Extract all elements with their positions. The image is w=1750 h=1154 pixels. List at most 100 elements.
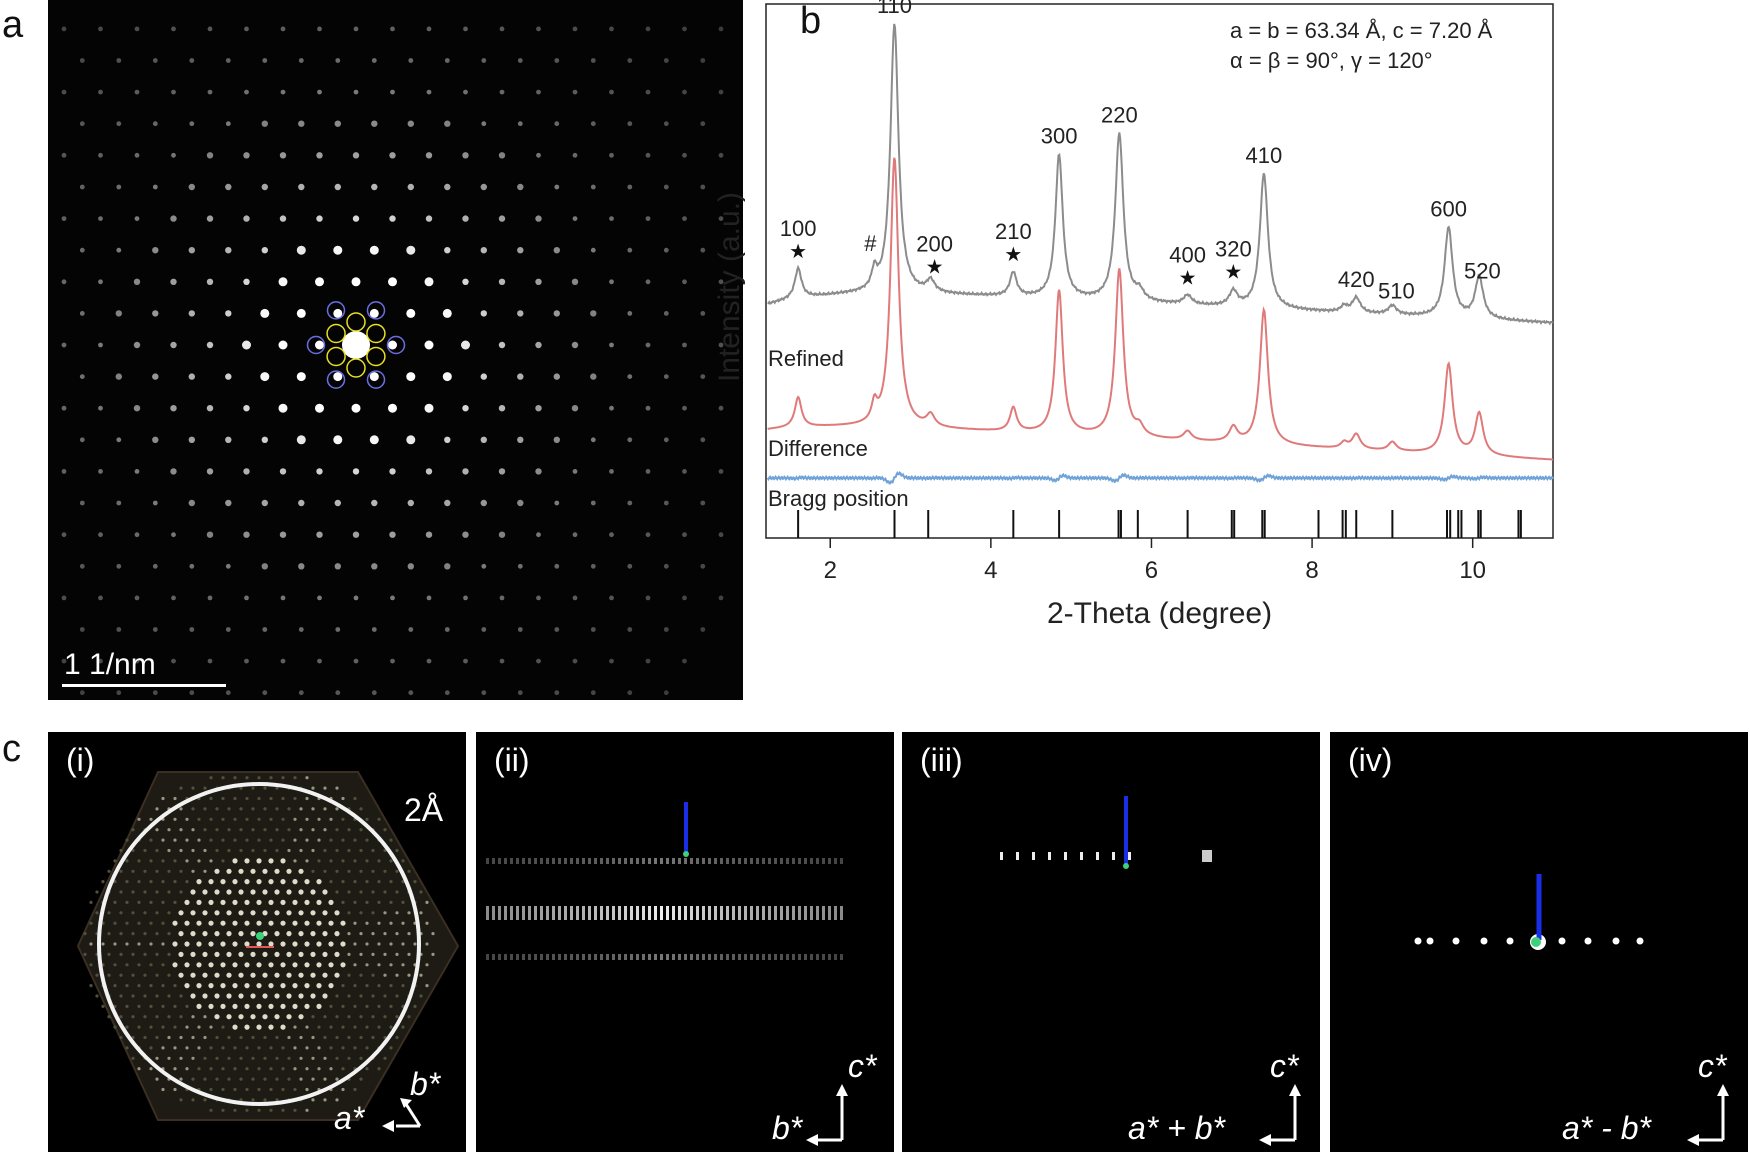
lattice-streak xyxy=(558,906,561,920)
diffraction-spot xyxy=(134,89,140,95)
lattice-point xyxy=(310,993,316,999)
diffraction-spot xyxy=(261,436,268,443)
reciprocal-space-view-ii: (ii) c* b* xyxy=(476,732,894,1152)
yellow-index-circle xyxy=(366,346,386,367)
lattice-point xyxy=(238,889,244,895)
diffraction-spot xyxy=(206,468,214,475)
lattice-point xyxy=(245,1108,249,1112)
lattice-point xyxy=(395,848,399,853)
lattice-point xyxy=(221,1067,225,1071)
lattice-streak xyxy=(840,906,843,920)
panel-letter-c: c xyxy=(2,728,21,770)
lattice-point xyxy=(149,838,153,842)
diffraction-spot xyxy=(389,152,396,159)
diffraction-spot xyxy=(225,373,232,380)
diffraction-spot xyxy=(98,405,103,411)
diffraction-spot xyxy=(407,120,414,127)
lattice-streak xyxy=(744,954,747,960)
subpanel-label-iii: (iii) xyxy=(920,742,963,778)
diffraction-spot xyxy=(133,278,141,285)
diffraction-spot xyxy=(152,500,158,506)
lattice-streak xyxy=(804,954,807,960)
diffraction-spot xyxy=(571,405,579,412)
lattice-point xyxy=(131,994,135,998)
lattice-point xyxy=(299,828,303,832)
lattice-point xyxy=(328,962,334,968)
diffraction-spot xyxy=(480,373,487,380)
series-refined xyxy=(767,157,1553,461)
lattice-point xyxy=(256,983,262,989)
lattice-streak xyxy=(732,906,735,920)
lattice-point xyxy=(274,993,280,999)
lattice-point xyxy=(161,880,165,884)
lattice-point xyxy=(221,838,225,842)
lattice-streak xyxy=(690,954,693,960)
lattice-streak xyxy=(504,906,507,920)
lattice-point xyxy=(328,899,334,905)
lattice-point xyxy=(305,776,309,780)
lattice-point xyxy=(179,786,183,790)
lattice-point xyxy=(226,868,232,874)
lattice-point xyxy=(131,890,135,894)
lattice-point xyxy=(209,796,213,801)
lattice-point xyxy=(413,880,417,884)
lattice-point xyxy=(83,952,87,956)
lattice-point xyxy=(316,879,322,885)
lattice-point xyxy=(214,993,220,999)
diffraction-spot xyxy=(590,373,597,380)
lattice-point xyxy=(185,1067,189,1071)
lattice-point xyxy=(179,1015,183,1019)
lattice-point xyxy=(383,890,387,894)
diffraction-spot xyxy=(498,468,506,475)
lattice-streak xyxy=(696,906,699,920)
diffraction-spot xyxy=(298,690,304,696)
lattice-point xyxy=(232,879,238,885)
diffraction-spot xyxy=(262,58,268,63)
peak-label: 410 xyxy=(1246,143,1283,168)
lattice-point xyxy=(292,920,298,926)
lattice-point xyxy=(257,817,261,821)
diffraction-spot xyxy=(389,215,396,222)
lattice-point xyxy=(275,828,279,832)
lattice-point xyxy=(365,963,369,967)
lattice-point xyxy=(329,1004,333,1008)
lattice-streak xyxy=(702,906,705,920)
lattice-point xyxy=(389,1004,393,1008)
diffraction-spot xyxy=(645,216,651,222)
diffraction-spot xyxy=(481,690,487,696)
lattice-point xyxy=(119,869,123,873)
lattice-point xyxy=(317,1046,321,1050)
lattice-point xyxy=(293,1108,297,1112)
lattice-point xyxy=(395,932,399,936)
lattice-point xyxy=(238,1014,244,1020)
lattice-point xyxy=(401,963,405,967)
peak-label: 600 xyxy=(1430,197,1467,222)
lattice-streak xyxy=(540,858,543,864)
diffraction-spot xyxy=(61,152,67,158)
lattice-point xyxy=(95,890,99,894)
lattice-streak xyxy=(744,858,747,864)
lattice-point xyxy=(359,1015,363,1019)
diffraction-spot xyxy=(463,658,468,664)
lattice-streak xyxy=(624,858,627,864)
diffraction-spot xyxy=(572,216,578,222)
lattice-point xyxy=(316,962,322,968)
diffraction-spot xyxy=(480,436,487,443)
diffraction-spot xyxy=(317,595,322,601)
lattice-streak xyxy=(780,906,783,920)
lattice-point xyxy=(389,963,393,967)
x-tick-label: 6 xyxy=(1145,557,1158,584)
lattice-point xyxy=(203,807,207,811)
lattice-point xyxy=(173,1004,177,1008)
lattice-point xyxy=(155,828,159,832)
lattice-point xyxy=(161,1087,165,1092)
reciprocal-lattice-hexagon xyxy=(76,771,460,1132)
lattice-point xyxy=(275,1035,279,1040)
lattice-point xyxy=(203,1015,207,1019)
lattice-point xyxy=(227,1056,231,1060)
lattice-point xyxy=(377,880,381,884)
diffraction-spot xyxy=(244,658,249,664)
lattice-streak xyxy=(660,954,663,960)
lattice-point xyxy=(353,921,357,925)
diffraction-spot xyxy=(334,499,341,507)
